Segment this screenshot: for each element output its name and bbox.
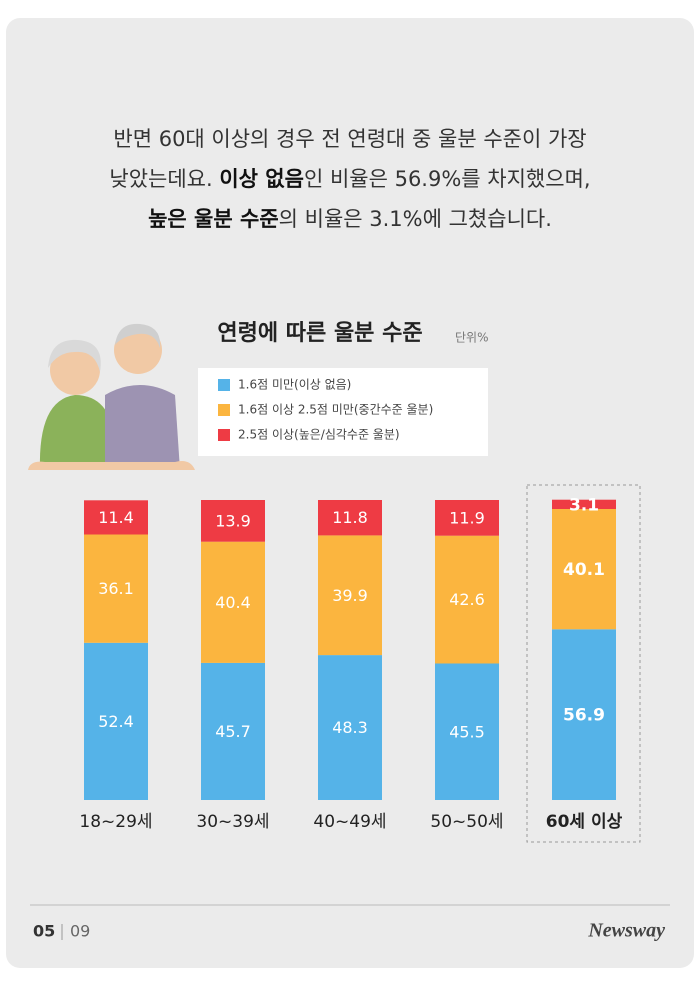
- bar-segment: [318, 500, 382, 536]
- value-label: 48.3: [332, 718, 368, 737]
- bar-segment: [84, 534, 148, 643]
- bar-segment: [201, 662, 265, 800]
- legend-box: [198, 368, 488, 456]
- x-tick-label: 50~50세: [430, 812, 503, 832]
- x-tick-label: 60세 이상: [546, 812, 623, 832]
- bar-segment: [201, 541, 265, 663]
- intro-bold: 이상 없음: [219, 167, 304, 191]
- value-label: 40.4: [215, 593, 251, 612]
- value-label: 11.9: [449, 508, 485, 527]
- bar-segment: [318, 655, 382, 800]
- value-label: 3.1: [569, 495, 599, 515]
- intro-text: 인 비율은 56.9%를 차지했으며,: [304, 167, 591, 191]
- highlight-box: [526, 484, 641, 843]
- legend-label: 1.6점 이상 2.5점 미만(중간수준 울분): [238, 403, 433, 417]
- value-label: 13.9: [215, 511, 251, 530]
- intro-line: 반면 60대 이상의 경우 전 연령대 중 울분 수준이 가장: [113, 127, 586, 151]
- unit: 단위%: [455, 331, 488, 345]
- value-label: 36.1: [98, 579, 134, 598]
- legend-label: 2.5점 이상(높은/심각수준 울분): [238, 428, 400, 442]
- value-label: 39.9: [332, 586, 368, 605]
- x-tick-label: 40~49세: [313, 812, 386, 832]
- intro-bold: 높은 울분 수준: [148, 207, 279, 231]
- value-label: 11.4: [98, 508, 134, 527]
- bar-segment: [435, 663, 499, 800]
- bar-segment: [201, 500, 265, 542]
- illustration: [28, 323, 195, 470]
- x-tick-label: 30~39세: [196, 812, 269, 832]
- bar-segment: [84, 500, 148, 535]
- legend-label: 1.6점 미만(이상 없음): [238, 378, 351, 392]
- chart-title: 연령에 따른 울분 수준: [217, 321, 422, 346]
- bar-segment: [318, 535, 382, 656]
- bar-segment: [435, 535, 499, 664]
- bar-segment: [84, 642, 148, 800]
- legend-swatch: [218, 404, 230, 416]
- card: [6, 18, 694, 968]
- x-tick-label: 18~29세: [79, 812, 152, 832]
- intro-text: 의 비율은 3.1%에 그쳤습니다.: [279, 207, 552, 231]
- bar-segment: [552, 499, 616, 509]
- legend-swatch: [218, 379, 230, 391]
- value-label: 45.5: [449, 722, 485, 741]
- bar-segment: [552, 629, 616, 800]
- value-label: 42.6: [449, 590, 485, 609]
- page-number: 05: [33, 922, 55, 941]
- value-label: 52.4: [98, 712, 134, 731]
- value-label: 40.1: [563, 560, 605, 580]
- value-label: 56.9: [563, 706, 605, 726]
- bar-segment: [435, 500, 499, 536]
- intro-line: 높은 울분 수준의 비율은 3.1%에 그쳤습니다.: [148, 207, 552, 231]
- intro-line: 낮았는데요. 이상 없음인 비율은 56.9%를 차지했으며,: [109, 167, 590, 191]
- page-total: 09: [70, 922, 90, 941]
- value-label: 45.7: [215, 722, 251, 741]
- value-label: 11.8: [332, 508, 368, 527]
- legend-swatch: [218, 429, 230, 441]
- intro-text: 낮았는데요.: [109, 167, 219, 191]
- bar-segment: [552, 509, 616, 630]
- brand: Newsway: [587, 920, 665, 942]
